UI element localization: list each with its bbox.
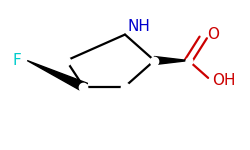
Polygon shape — [154, 57, 188, 65]
Text: O: O — [207, 27, 219, 42]
Polygon shape — [27, 61, 88, 90]
Text: F: F — [12, 53, 21, 68]
Text: NH: NH — [127, 19, 150, 34]
Text: OH: OH — [212, 73, 235, 88]
